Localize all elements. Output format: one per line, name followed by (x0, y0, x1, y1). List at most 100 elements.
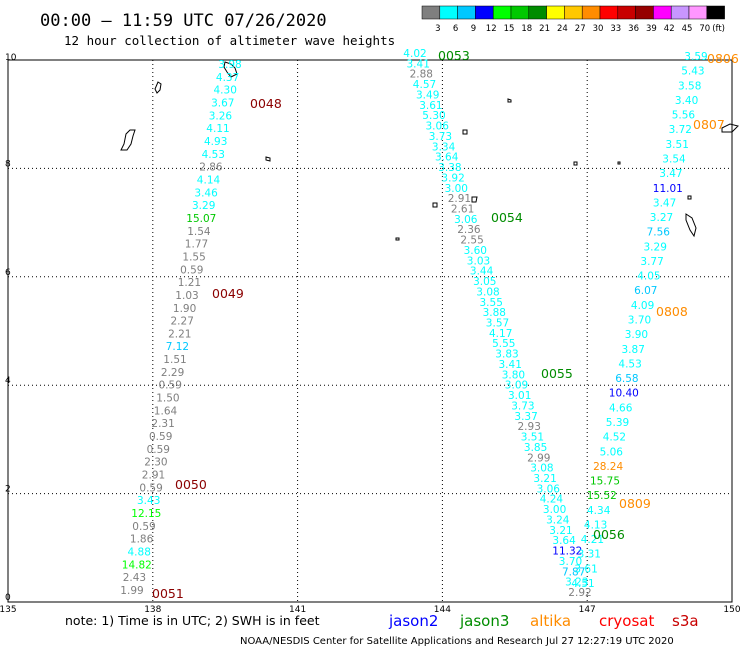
color-scale-label: 33 (610, 24, 621, 34)
wave-height-value: 4.53 (202, 149, 225, 161)
wave-height-value: 1.55 (182, 251, 205, 263)
wave-height-value: 2.86 (199, 162, 223, 174)
island-shape (617, 161, 621, 165)
wave-height-value: 3.83 (495, 349, 518, 361)
wave-height-value: 3.67 (211, 98, 234, 110)
color-scale-label: 12 (486, 24, 497, 34)
wave-height-value: 5.30 (422, 110, 445, 122)
color-scale-label: 27 (575, 24, 586, 34)
wave-height-value: 3.98 (218, 59, 241, 71)
wave-height-value: 3.38 (438, 162, 461, 174)
color-scale-swatch (670, 5, 690, 20)
color-scale-swatch (564, 5, 583, 20)
wave-height-value: 0.59 (147, 444, 170, 456)
wave-height-value: 3.29 (644, 241, 667, 253)
wave-height-value: 3.24 (546, 514, 570, 526)
wave-height-value: 3.49 (416, 90, 439, 102)
wave-height-value: 4.30 (214, 85, 237, 97)
wave-height-value: 3.80 (502, 369, 525, 381)
wave-height-value: 2.27 (171, 316, 194, 328)
land-outlines (120, 61, 739, 241)
wave-height-value: 3.21 (533, 473, 556, 485)
color-scale-label: (ft) (712, 24, 725, 34)
pass-label: 0056 (593, 527, 625, 542)
wave-height-value: 1.51 (163, 354, 186, 366)
wave-height-value: 2.36 (457, 224, 481, 236)
pass-label: 0055 (541, 366, 573, 381)
wave-height-value: 2.43 (123, 572, 146, 584)
color-scale-label: 6 (453, 24, 458, 34)
wave-height-value: 4.57 (413, 79, 436, 91)
color-scale-label: 24 (557, 24, 568, 34)
lat-tick-label: 2 (5, 485, 11, 495)
color-scale-swatch (510, 5, 530, 20)
wave-height-value: 3.00 (445, 183, 468, 195)
wave-height-value: 1.86 (130, 534, 154, 546)
wave-height-value: 15.52 (587, 490, 617, 502)
satellite-legend-jason3: jason3 (459, 612, 509, 630)
wave-height-value: 3.23 (565, 577, 588, 589)
wave-height-value: 3.85 (524, 442, 547, 454)
wave-height-value: 3.88 (483, 307, 506, 319)
wave-height-value: 4.52 (603, 432, 626, 444)
lon-tick-label: 138 (144, 605, 161, 615)
wave-height-value: 0.59 (149, 431, 172, 443)
wave-height-value: 3.55 (480, 297, 503, 309)
satellite-legend-cryosat: cryosat (599, 612, 654, 630)
wave-height-value: 3.29 (192, 200, 215, 212)
wave-height-value: 3.70 (628, 315, 651, 327)
wave-height-value: 3.60 (464, 245, 487, 257)
wave-height-value: 28.24 (593, 461, 623, 473)
color-scale-label: 18 (521, 24, 532, 34)
island-shape (507, 98, 512, 103)
color-scale-label: 15 (504, 24, 515, 34)
pass-label: 0048 (250, 96, 282, 111)
wave-height-value: 1.50 (156, 393, 179, 405)
wave-height-value: 3.58 (678, 80, 701, 92)
axis-ticks: 135 138 141 144 147 150 0 2 4 6 8 10 (0, 53, 740, 615)
wave-height-value: 3.73 (429, 131, 452, 143)
wave-height-value: 15.07 (186, 213, 216, 225)
wave-height-value: 3.08 (476, 286, 499, 298)
wave-height-value: 3.47 (653, 197, 676, 209)
wave-height-value: 1.99 (120, 585, 143, 597)
island-shape (721, 123, 739, 133)
wave-height-value: 2.30 (144, 457, 167, 469)
map-subtitle: 12 hour collection of altimeter wave hei… (64, 33, 395, 48)
lon-tick-label: 147 (579, 605, 596, 615)
wave-height-value: 3.26 (209, 110, 233, 122)
wave-height-value: 3.47 (659, 168, 682, 180)
wave-height-value: 14.82 (122, 559, 152, 571)
wave-height-value: 0.59 (132, 521, 155, 533)
wave-height-value: 3.90 (625, 329, 648, 341)
pass-label: 0807 (693, 117, 725, 132)
wave-height-value: 3.43 (137, 495, 160, 507)
units-note: note: 1) Time is in UTC; 2) SWH is in fe… (65, 613, 320, 628)
lat-lon-grid (8, 60, 732, 602)
wave-height-value: 3.41 (407, 58, 430, 70)
island-shape (265, 156, 271, 162)
wave-height-value: 3.00 (543, 504, 566, 516)
color-scale-label: 21 (539, 24, 550, 34)
lat-tick-label: 0 (5, 593, 11, 603)
wave-height-value: 2.55 (460, 235, 483, 247)
wave-height-value: 5.56 (672, 110, 696, 122)
island-shape (395, 237, 400, 241)
wave-height-value: 4.17 (489, 328, 512, 340)
wave-height-value: 5.43 (681, 66, 704, 78)
wave-height-value: 3.57 (486, 318, 509, 330)
wave-height-value: 11.01 (653, 183, 683, 195)
color-scale-swatch (635, 5, 654, 20)
wave-height-value: 3.64 (435, 152, 459, 164)
lat-tick-label: 4 (5, 376, 11, 386)
color-scale-swatch (457, 5, 476, 20)
pass-label: 0809 (619, 496, 651, 511)
wave-height-value: 4.09 (631, 300, 654, 312)
wave-height-value: 2.91 (142, 470, 165, 482)
color-scale-label: 30 (593, 24, 604, 34)
wave-height-value: 0.59 (159, 380, 182, 392)
lat-tick-label: 10 (5, 53, 17, 63)
wave-height-value: 3.09 (505, 380, 528, 392)
color-scale-label: 39 (646, 24, 657, 34)
